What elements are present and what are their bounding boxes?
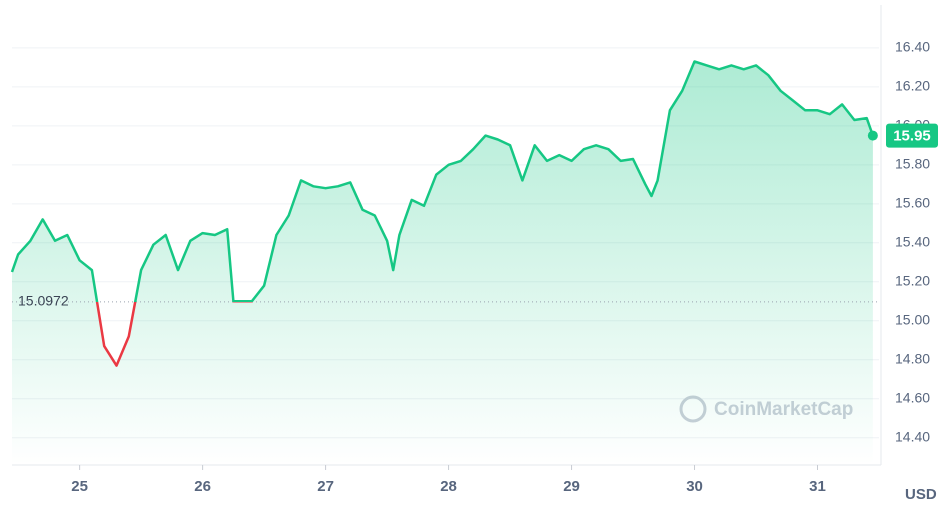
price-area <box>12 61 873 465</box>
price-line <box>10 60 875 367</box>
y-tick-label: 16.20 <box>895 78 930 94</box>
y-tick-label: 14.40 <box>895 428 930 444</box>
y-tick-label: 15.40 <box>895 233 930 249</box>
last-point <box>867 130 878 141</box>
y-tick-label: 15.00 <box>895 311 930 327</box>
y-tick-label: 14.60 <box>895 389 930 405</box>
x-tick-label: 27 <box>317 478 334 495</box>
x-tick-label: 25 <box>71 478 88 495</box>
price-tag <box>886 123 938 148</box>
y-tick-label: 14.80 <box>895 350 930 366</box>
y-tick-label: 15.80 <box>895 156 930 172</box>
x-tick-label: 29 <box>563 478 580 495</box>
price-tag-label: 15.95 <box>893 128 931 145</box>
x-tick-label: 26 <box>194 478 211 495</box>
x-tick-label: 31 <box>809 478 826 495</box>
x-tick-label: 30 <box>686 478 703 495</box>
y-tick-label: 15.60 <box>895 195 930 211</box>
currency-label: USD <box>905 486 937 503</box>
x-tick-label: 28 <box>440 478 457 495</box>
y-tick-label: 16.40 <box>895 39 930 55</box>
y-tick-label: 15.20 <box>895 272 930 288</box>
baseline-label: 15.0972 <box>18 293 69 309</box>
